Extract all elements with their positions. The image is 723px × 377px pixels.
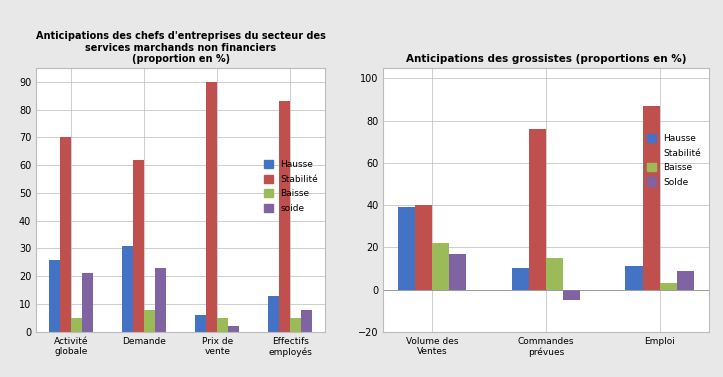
Bar — [133, 159, 144, 332]
Bar — [155, 268, 166, 332]
Bar — [82, 273, 93, 332]
Legend: Hausse, Stabilité, Baisse, Solde: Hausse, Stabilité, Baisse, Solde — [645, 131, 704, 189]
Title: Anticipations des chefs d'entreprises du secteur des
services marchands non fina: Anticipations des chefs d'entreprises du… — [36, 31, 325, 64]
Bar — [218, 318, 228, 332]
Bar — [512, 268, 529, 290]
Bar — [268, 296, 279, 332]
Bar — [659, 283, 677, 290]
Bar — [206, 82, 218, 332]
Bar — [643, 106, 659, 290]
Bar — [49, 259, 60, 332]
Bar — [228, 326, 239, 332]
Bar — [677, 271, 694, 290]
Legend: Hausse, Stabilité, Baisse, soide: Hausse, Stabilité, Baisse, soide — [262, 158, 321, 216]
Bar — [291, 318, 301, 332]
Bar — [71, 318, 82, 332]
Bar — [625, 266, 643, 290]
Bar — [432, 243, 449, 290]
Bar — [563, 290, 580, 300]
Bar — [60, 137, 71, 332]
Title: Anticipations des grossistes (proportions en %): Anticipations des grossistes (proportion… — [406, 54, 686, 64]
Bar — [195, 315, 206, 332]
Bar — [449, 254, 466, 290]
Bar — [546, 258, 563, 290]
Bar — [279, 101, 291, 332]
Bar — [529, 129, 546, 290]
Bar — [301, 310, 312, 332]
Bar — [415, 205, 432, 290]
Bar — [398, 207, 415, 290]
Bar — [144, 310, 155, 332]
Bar — [122, 246, 133, 332]
